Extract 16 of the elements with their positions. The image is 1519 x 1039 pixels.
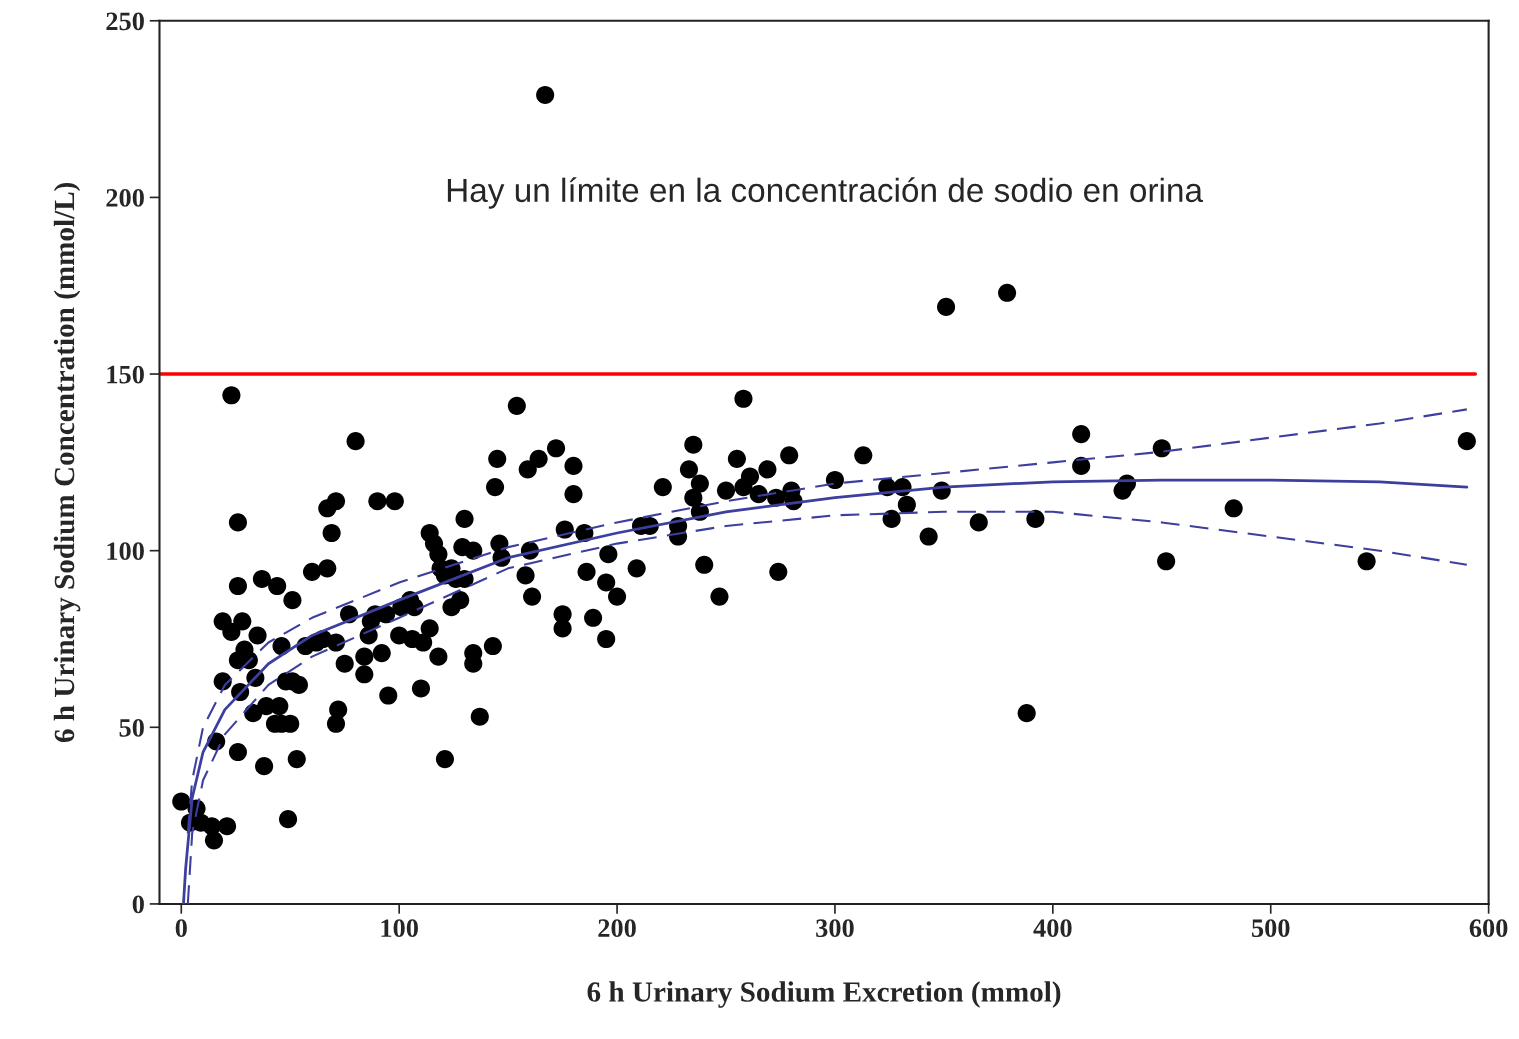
- x-axis-title: 6 h Urinary Sodium Excretion (mmol): [587, 981, 1061, 1008]
- x-tick-label: 300: [816, 919, 854, 938]
- y-tick-label: 0: [132, 895, 144, 914]
- x-tick-label: 200: [598, 919, 636, 938]
- x-tick-label: 600: [1469, 919, 1508, 938]
- y-axis-title: 6 h Urinary Sodium Concentration (mmol/L): [53, 182, 81, 743]
- y-tick-label: 100: [107, 542, 144, 561]
- x-tick-label: 500: [1251, 919, 1290, 938]
- annotation: Hay un límite en la concentración de sodio en orina: [447, 177, 1204, 209]
- x-tick-label: 400: [1033, 919, 1072, 938]
- y-tick-label: 50: [119, 718, 144, 737]
- x-tick-label: 100: [381, 919, 418, 938]
- y-tick-label: 200: [106, 189, 144, 207]
- x-tick-label: 0: [175, 919, 187, 938]
- y-tick-label: 250: [106, 12, 144, 31]
- y-tick-label: 150: [107, 365, 144, 384]
